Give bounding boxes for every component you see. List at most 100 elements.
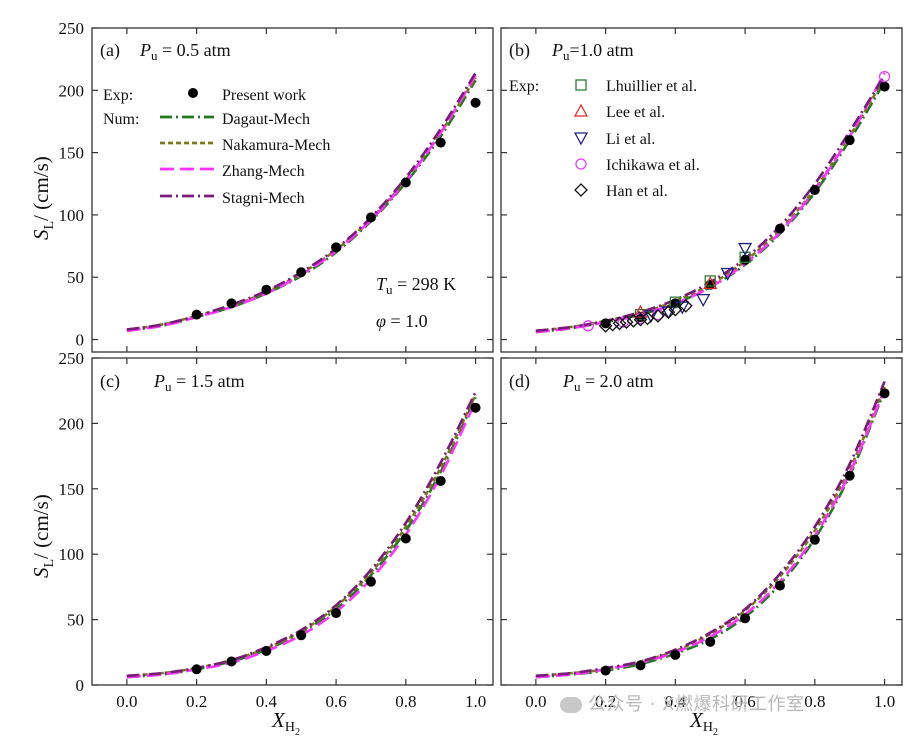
panel-d-xtick-label-3: 0.6 xyxy=(734,692,755,711)
panel-c-ytick-label-4: 200 xyxy=(59,414,85,433)
panel-c-ytick-label-3: 150 xyxy=(59,480,85,499)
panel-c-present-work-point-4 xyxy=(331,608,342,619)
temperature-value: = 298 K xyxy=(393,274,457,294)
legend-li: Li et al. xyxy=(606,131,655,148)
panel-d-xtick-label-2: 0.4 xyxy=(665,692,687,711)
panel-d-pressure: Pu = 2.0 atm xyxy=(562,371,654,394)
legend-ichikawa: Ichikawa et al. xyxy=(606,157,700,174)
panel-b-han-et-al--point-4 xyxy=(626,313,641,328)
legend-han: Han et al. xyxy=(606,183,668,200)
panel-c-label: (c) xyxy=(100,371,120,392)
panel-d-label: (d) xyxy=(509,371,530,392)
panel-b-li-et-al--point-3 xyxy=(696,294,711,308)
panel-c-pressure-value: = 1.5 atm xyxy=(172,371,245,391)
panel-d-xtick-label-0: 0.0 xyxy=(525,692,546,711)
panel-a-present-work-point-8 xyxy=(470,97,481,108)
legend-mech-zhang: Zhang-Mech xyxy=(222,163,305,180)
panel-b-present-work-point-6 xyxy=(809,185,820,195)
panel-c-present-work-point-3 xyxy=(296,630,307,641)
y-axis-label-bottom: SL/ (cm/s) xyxy=(29,494,57,578)
panel-c-xtick-label-2: 0.4 xyxy=(256,692,278,711)
panel-c-present-work-point-6 xyxy=(400,533,411,544)
panel-b-curve-zhang-mech xyxy=(535,72,886,334)
equivalence-ratio-value: = 1.0 xyxy=(386,311,428,331)
ticks-layer: 0 50 100 150 200 250 0.0 0.2 0.4 0.6 0.8 1.0 0 50 100 1… xyxy=(59,19,902,711)
panel-b-han-et-al--point-2 xyxy=(612,316,627,331)
panel-a-present-work-point-4 xyxy=(331,242,342,253)
panel-c-xtick-label-1: 0.2 xyxy=(186,692,207,711)
panel-d-present-work-point-5 xyxy=(774,580,785,591)
panel-b-ichikawa-et-al--point-4 xyxy=(878,70,891,83)
panel-c-present-work-point-2 xyxy=(261,645,272,656)
legend-marker-lee-et-al- xyxy=(573,103,589,117)
panel-b-present-work-point-4 xyxy=(740,254,751,265)
x-axis-label-right-x: X xyxy=(689,708,704,732)
legend-marker-han-et-al- xyxy=(574,183,588,197)
panel-c-ytick-label-5: 250 xyxy=(59,349,85,368)
equivalence-ratio-label: φ = 1.0 xyxy=(376,311,428,331)
watermark-text: 公众号 · X燃爆科研工作室 xyxy=(588,694,805,715)
panel-b-han-et-al--point-9 xyxy=(668,302,683,317)
legend-lee: Lee et al. xyxy=(606,104,665,121)
panel-b-curve-nakamura-mech xyxy=(535,77,886,333)
x-axis-label-left-subsub: 2 xyxy=(295,727,300,737)
panel-c-ytick-label-1: 50 xyxy=(67,611,84,630)
panel-d-pressure-value: = 2.0 atm xyxy=(581,371,654,391)
y-axis-label-top-unit: / (cm/s) xyxy=(29,156,53,221)
panel-b-han-et-al--point-7 xyxy=(650,308,665,323)
panel-c-xtick-label-3: 0.6 xyxy=(325,692,346,711)
legend-mech-nakamura: Nakamura-Mech xyxy=(222,137,330,154)
panel-b-han-et-al--point-5 xyxy=(633,312,648,327)
panel-a-present-work-point-2 xyxy=(261,284,272,295)
y-axis-label-bottom-unit: / (cm/s) xyxy=(29,494,53,559)
panel-b-han-et-al--point-6 xyxy=(640,311,655,326)
panel-c-ytick-label-2: 100 xyxy=(59,545,85,564)
panel-b-ichikawa-et-al--point-0 xyxy=(582,320,594,332)
panel-a-ytick-label-2: 100 xyxy=(59,206,85,225)
panel-b-han-et-al--point-8 xyxy=(661,305,676,320)
panel-a-ytick-label-0: 0 xyxy=(76,331,85,350)
legend-marker-lhuillier-et-al- xyxy=(575,79,587,91)
panel-c-present-work-point-5 xyxy=(365,576,376,587)
panel-d-present-work-point-2 xyxy=(670,649,681,660)
x-axis-label-right-sub: H xyxy=(703,720,713,735)
panel-c-xtick-label-5: 1.0 xyxy=(465,692,486,711)
panel-d-xtick-label-4: 0.8 xyxy=(804,692,825,711)
panel-c-ytick-label-0: 0 xyxy=(76,676,85,695)
panel-b-lee-et-al--point-1 xyxy=(703,276,718,290)
x-axis-label-right: XH2 xyxy=(689,708,718,737)
panel-a-present-work-point-5 xyxy=(365,212,376,223)
panel-b-li-et-al--point-4 xyxy=(720,267,735,281)
x-axis-label-left-x: X xyxy=(271,708,286,732)
y-axis-label-bottom-sub: L xyxy=(42,559,57,568)
panel-a-frame xyxy=(91,27,494,353)
x-axis-label-right-subsub: 2 xyxy=(713,727,718,737)
y-axis-label-top: SL/ (cm/s) xyxy=(29,156,57,240)
panel-d-xtick-label-5: 1.0 xyxy=(874,692,895,711)
panel-d-present-work-point-0 xyxy=(600,665,611,676)
legend-lhuillier: Lhuillier et al. xyxy=(606,78,697,95)
panel-b-lhuillier-et-al--point-2 xyxy=(704,275,716,287)
legend-mech-dagaut: Dagaut-Mech xyxy=(222,111,310,128)
panel-b-li-et-al--point-5 xyxy=(737,242,753,256)
panel-d-present-work-point-3 xyxy=(705,636,716,647)
plot-layer xyxy=(126,70,891,679)
panel-a-ytick-label-1: 50 xyxy=(67,268,84,287)
panel-c-frame xyxy=(91,357,494,686)
panel-b-lee-et-al--point-0 xyxy=(633,304,648,318)
panel-d-curve-stagni-mech xyxy=(535,381,886,678)
panel-a-present-work-point-1 xyxy=(226,298,237,309)
legend-present-work: Present work xyxy=(222,87,306,104)
panel-c-xtick-label-0: 0.0 xyxy=(116,692,137,711)
x-axis-label-left-sub: H xyxy=(285,720,295,735)
panel-b-li-et-al--point-0 xyxy=(643,310,659,324)
legend-lines xyxy=(160,115,214,198)
panel-a-label: (a) xyxy=(100,40,120,61)
panel-b-pressure: Pu=1.0 atm xyxy=(551,40,634,63)
panel-b-han-et-al--point-0 xyxy=(598,318,613,333)
panel-a-present-work-point-0 xyxy=(191,309,202,320)
panel-c-present-work-point-8 xyxy=(470,402,481,413)
panel-c-present-work-point-0 xyxy=(191,664,202,675)
legend-b-markers xyxy=(573,79,589,197)
